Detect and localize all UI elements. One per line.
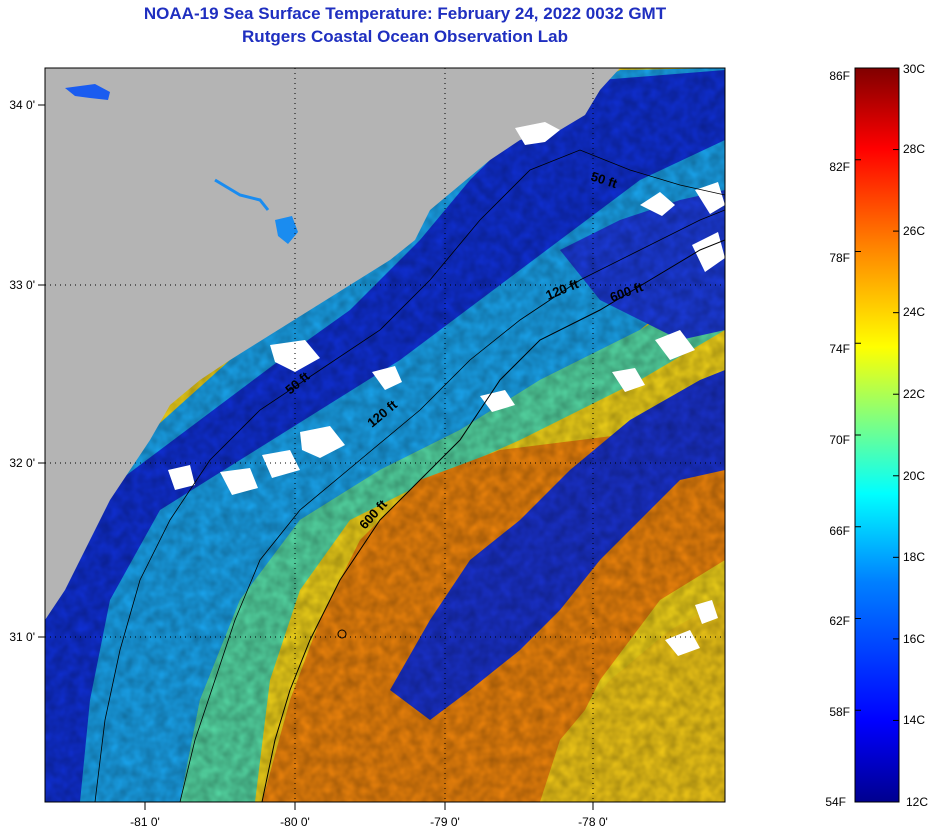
axis-ticks	[38, 104, 594, 810]
cloud-patches	[168, 122, 725, 656]
colorbar-f-label: 74F	[829, 342, 850, 356]
map-subtitle: Rutgers Coastal Ocean Observation Lab	[242, 27, 568, 46]
station-marker	[337, 629, 347, 639]
colorbar-f-label: 58F	[829, 705, 850, 719]
colorbar-f-label: 54F	[825, 795, 846, 809]
colorbar-c-label: 30C	[903, 62, 925, 76]
inland-lake	[65, 84, 110, 100]
colorbar-c-label: 16C	[903, 632, 925, 646]
lat-label: 34 0'	[9, 98, 35, 112]
inland-lake	[275, 216, 298, 244]
colorbar-c-label: 26C	[903, 224, 925, 238]
contour-50ft	[94, 149, 725, 802]
colorbar-c-label: 28C	[903, 142, 925, 156]
colorbar-f-label: 86F	[829, 69, 850, 83]
graticule	[45, 68, 725, 802]
lat-label: 31 0'	[9, 630, 35, 644]
inland-river	[214, 178, 270, 211]
colorbar-c-label: 14C	[903, 713, 925, 727]
colorbar-f-label: 70F	[829, 433, 850, 447]
lon-label: -80 0'	[280, 815, 310, 829]
lon-label: -81 0'	[130, 815, 160, 829]
contour-600ft	[261, 239, 725, 802]
colorbar-f-label: 78F	[829, 251, 850, 265]
map-area	[45, 68, 725, 802]
colorbar-celsius-labels: 30C 28C 26C 24C 22C 20C 18C 16C 14C 12C	[903, 62, 928, 809]
colorbar-c-label: 18C	[903, 550, 925, 564]
colorbar-fahrenheit-labels: 86F 82F 78F 74F 70F 66F 62F 58F 54F	[825, 69, 850, 809]
contour-120ft	[179, 209, 725, 802]
lat-label: 33 0'	[9, 278, 35, 292]
colorbar-f-label: 82F	[829, 160, 850, 174]
map-frame	[44, 67, 726, 803]
map-title: NOAA-19 Sea Surface Temperature: Februar…	[143, 4, 667, 23]
colorbar-f-label: 62F	[829, 614, 850, 628]
lon-label: -78 0'	[578, 815, 608, 829]
lat-label: 32 0'	[9, 456, 35, 470]
lon-label: -79 0'	[430, 815, 460, 829]
land	[45, 68, 620, 620]
colorbar-ticks	[855, 67, 899, 803]
colorbar	[854, 67, 900, 803]
colorbar-c-label: 24C	[903, 305, 925, 319]
colorbar-f-label: 66F	[829, 524, 850, 538]
colorbar-c-label: 20C	[903, 469, 925, 483]
colorbar-c-label: 22C	[903, 387, 925, 401]
colorbar-c-label: 12C	[906, 795, 928, 809]
